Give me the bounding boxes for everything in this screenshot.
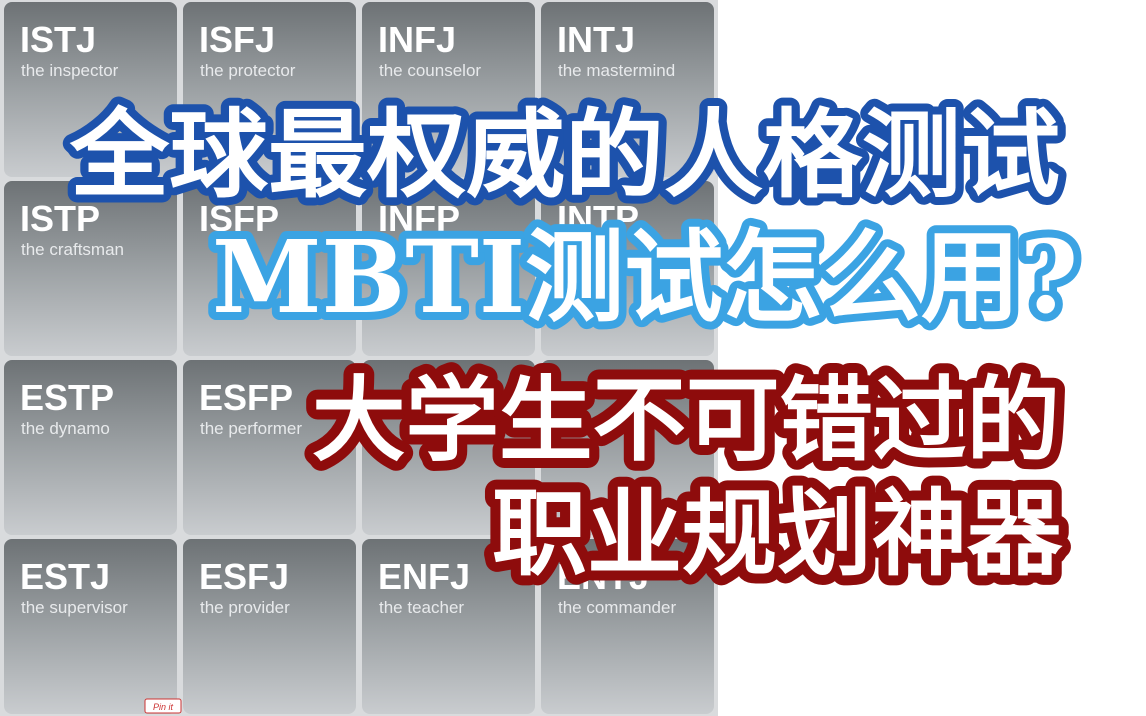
tile [541,539,714,714]
tile-subtitle: the counselor [379,61,481,80]
tile [541,2,714,177]
tile-type: INFP [378,198,460,239]
tile [183,2,356,177]
tile-type: ENTJ [557,556,649,597]
tile [362,181,535,356]
tile-subtitle: the craftsman [21,240,124,259]
tile [541,181,714,356]
tile-subtitle: the commander [558,598,676,617]
tile-subtitle: the mastermind [558,61,675,80]
tile [183,360,356,535]
tile-type: ISFJ [199,19,275,60]
tile-subtitle: the teacher [379,598,464,617]
tile-type: INTP [557,198,639,239]
tile [362,360,535,535]
tile [362,2,535,177]
tile [4,2,177,177]
tile-subtitle: the dynamo [21,419,110,438]
tile [4,360,177,535]
tile [4,181,177,356]
tile-subtitle: the performer [200,419,302,438]
headline-2: MBTI测试怎么用? [212,218,1078,336]
tile-type: ISTJ [20,19,96,60]
tile-type: ISFP [199,198,279,239]
headline-4: 职业规划神器 [492,480,1063,589]
tile-type: ENFJ [378,556,470,597]
tile-type: INTJ [557,19,635,60]
tile [183,539,356,714]
headline-1: 全球最权威的人格测试 [69,99,1060,211]
tile [541,360,714,535]
pin-label: Pin it [153,702,174,712]
tile-subtitle: the supervisor [21,598,128,617]
tile-type: INFJ [378,19,456,60]
headline-3: 大学生不可错过的 [312,367,1060,474]
tile-type: ESTP [20,377,114,418]
tile-subtitle: the inspector [21,61,119,80]
tile-subtitle: the protector [200,61,296,80]
tile-type: ESFJ [199,556,289,597]
tile [4,539,177,714]
tile-type: ESFP [199,377,293,418]
tile-type: ISTP [20,198,100,239]
pin-badge [144,698,182,714]
tile [183,181,356,356]
tile-subtitle: the provider [200,598,290,617]
tile-type: ESTJ [20,556,110,597]
tile [362,539,535,714]
